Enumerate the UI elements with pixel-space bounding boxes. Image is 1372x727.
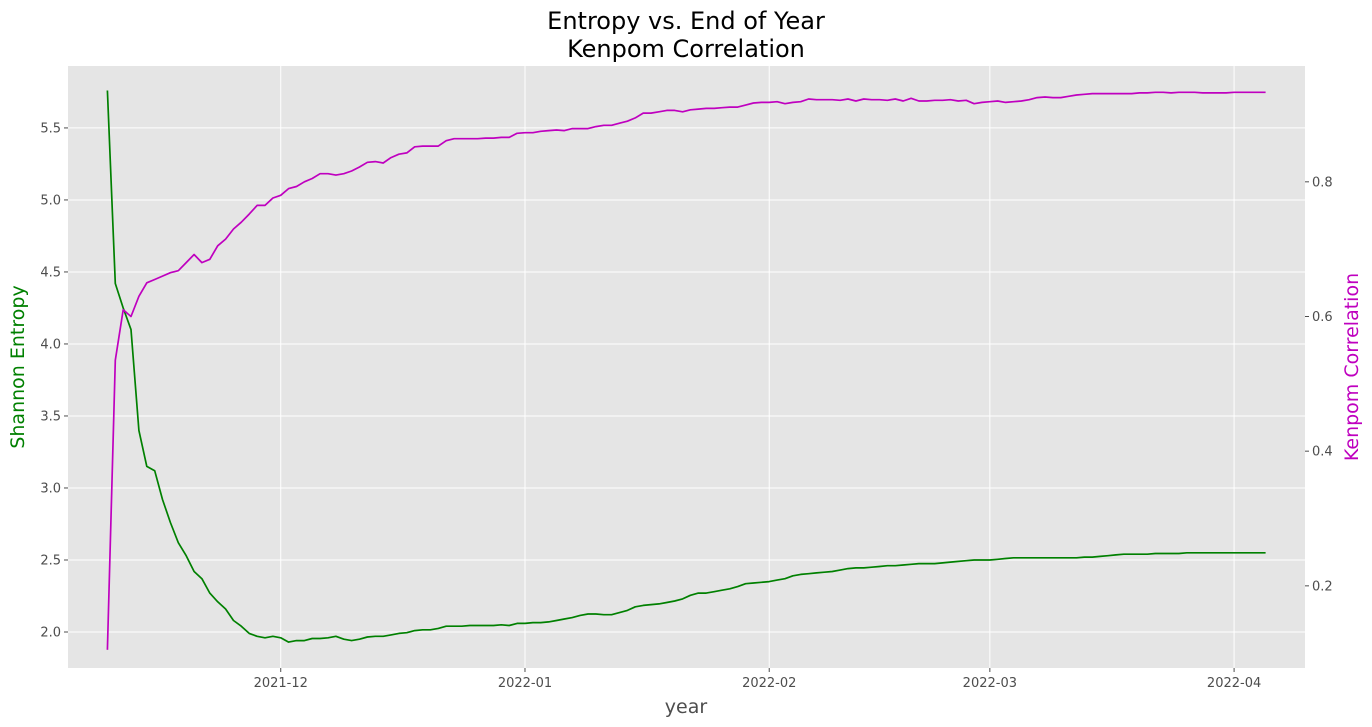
shannon-entropy-line [106, 90, 1266, 643]
y-left-tick-label: 5.0 [40, 193, 61, 208]
y-right-tick-label: 0.8 [1312, 175, 1333, 190]
y-left-tick-label: 4.0 [40, 337, 61, 352]
y-left-tick-label: 3.5 [40, 409, 61, 424]
kenpom-correlation-line [106, 91, 1266, 650]
x-axis-label: year [665, 696, 708, 718]
x-tick-label: 2022-03 [963, 676, 1017, 691]
plot-background [68, 66, 1305, 668]
chart-title-line-2: Kenpom Correlation [567, 35, 805, 63]
y-left-tick-label: 5.5 [40, 121, 61, 136]
y-left-tick-label: 2.5 [40, 553, 61, 568]
y-left-axis-label: Shannon Entropy [7, 285, 29, 448]
y-right-tick-labels: 0.2 0.4 0.6 0.8 [1305, 175, 1333, 594]
y-left-tick-labels: 2.0 2.5 3.0 3.5 4.0 4.5 5.0 5.5 [40, 121, 68, 640]
y-right-tick-label: 0.6 [1312, 310, 1333, 325]
x-tick-label: 2022-04 [1207, 676, 1261, 691]
x-tick-labels: 2021-12 2022-01 2022-02 2022-03 2022-04 [254, 668, 1261, 691]
y-left-tick-label: 2.0 [40, 625, 61, 640]
y-right-axis-label: Kenpom Correlation [1341, 273, 1363, 461]
grid-lines [68, 66, 1305, 668]
y-left-tick-label: 3.0 [40, 481, 61, 496]
y-left-tick-label: 4.5 [40, 265, 61, 280]
chart-title-line-1: Entropy vs. End of Year [547, 7, 825, 35]
y-right-tick-label: 0.2 [1312, 579, 1333, 594]
x-tick-label: 2022-02 [742, 676, 796, 691]
x-tick-label: 2022-01 [498, 676, 552, 691]
series-layer [106, 90, 1266, 650]
x-tick-label: 2021-12 [254, 676, 308, 691]
y-right-tick-label: 0.4 [1312, 445, 1333, 460]
